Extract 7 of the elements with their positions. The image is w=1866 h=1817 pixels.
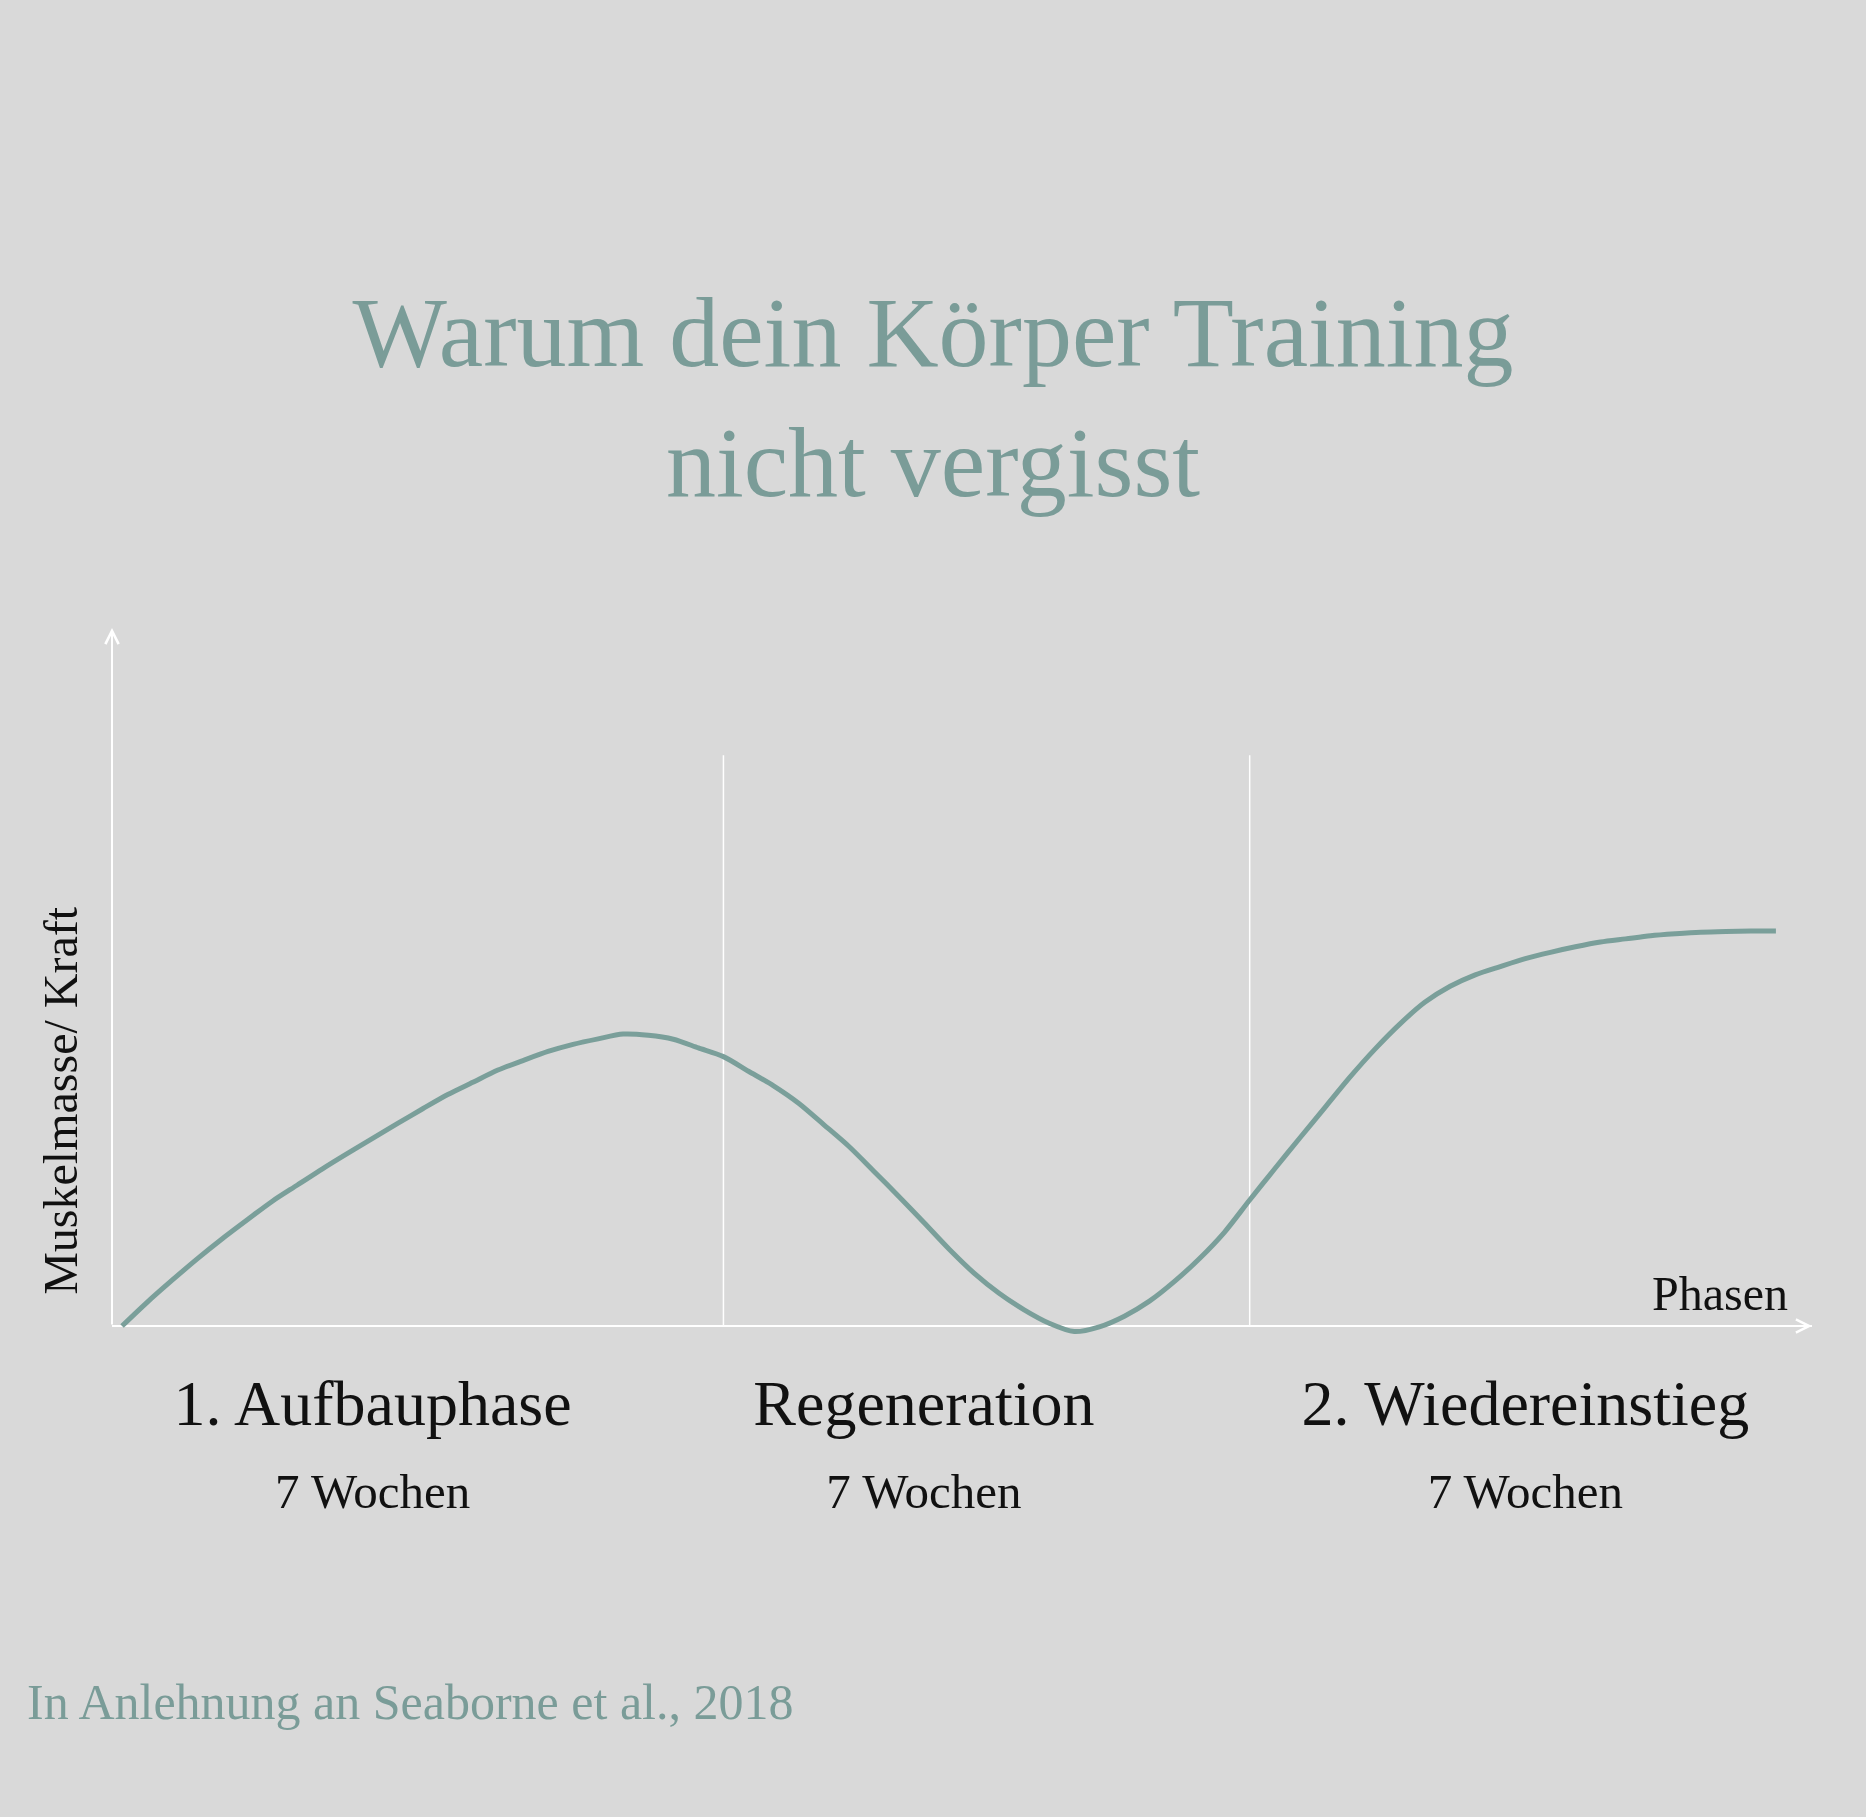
- x-tick-label: 1. Aufbauphase 7 Wochen: [173, 1368, 572, 1520]
- x-tick-label: 2. Wiedereinstieg 7 Wochen: [1301, 1368, 1750, 1520]
- x-tick-label: Regeneration 7 Wochen: [753, 1368, 1095, 1520]
- text: In Anlehnung an Seaborne et al., 2018: [27, 1674, 794, 1730]
- y-axis-title: Muskelmasse/ Kraft: [34, 906, 88, 1295]
- chart-title: Warum dein Körper Training nicht vergisst: [352, 277, 1514, 518]
- x-axis-title: Phasen: [1652, 1267, 1788, 1320]
